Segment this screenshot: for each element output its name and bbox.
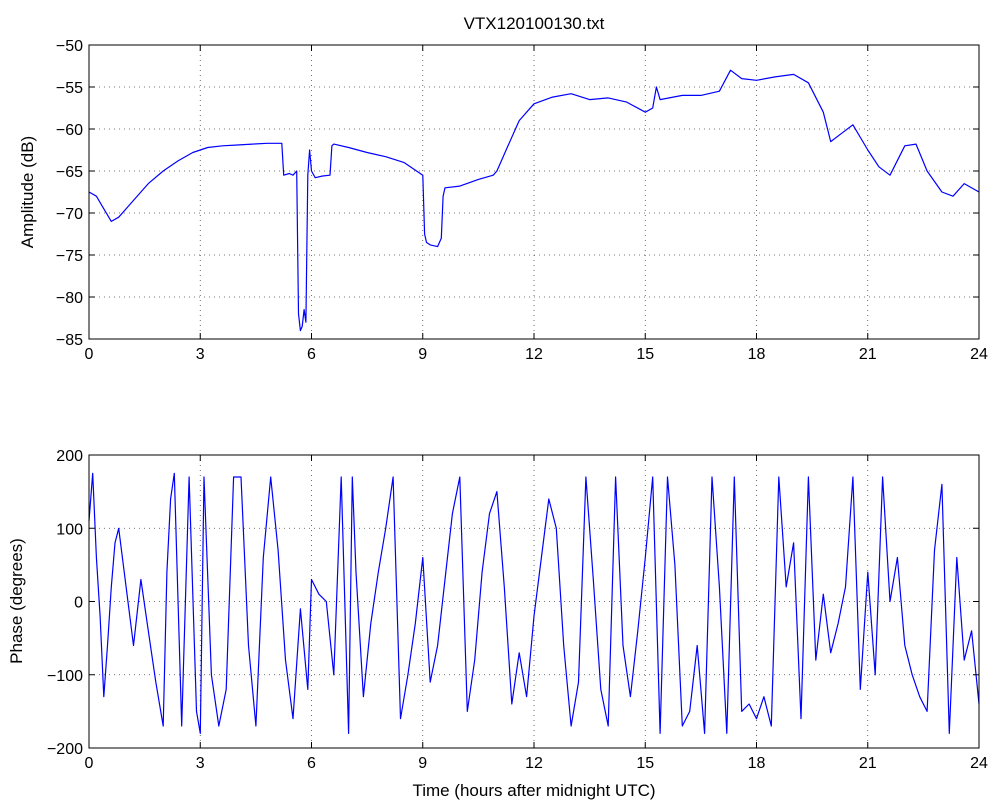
amplitude-x-tick-label: 3 xyxy=(196,346,205,363)
amplitude-x-tick-label: 0 xyxy=(85,346,94,363)
phase-x-tick-label: 3 xyxy=(196,755,205,772)
phase-y-tick-label: 100 xyxy=(56,521,83,538)
phase-y-axis-label: Phase (degrees) xyxy=(7,538,26,664)
phase-y-tick-label: −200 xyxy=(47,741,83,758)
amplitude-x-tick-label: 15 xyxy=(636,346,654,363)
phase-panel: 0 3 6 9 12 15 18 21 24 −200 −100 0 100 200 xyxy=(47,448,988,772)
amplitude-y-tick-label: −75 xyxy=(56,248,83,265)
amplitude-y-tick-label: −70 xyxy=(56,206,83,223)
phase-x-tick-label: 0 xyxy=(85,755,94,772)
amplitude-x-tick-label: 21 xyxy=(859,346,877,363)
phase-x-tick-label: 9 xyxy=(418,755,427,772)
phase-y-tick-label: −100 xyxy=(47,668,83,685)
amplitude-y-tick-label: −85 xyxy=(56,332,83,349)
amplitude-x-tick-label: 18 xyxy=(748,346,766,363)
phase-x-tick-label: 18 xyxy=(748,755,766,772)
phase-x-tick-label: 15 xyxy=(636,755,654,772)
amplitude-y-tick-label: −80 xyxy=(56,290,83,307)
phase-x-axis-label: Time (hours after midnight UTC) xyxy=(412,781,655,800)
phase-y-tick-label: 200 xyxy=(56,448,83,465)
amplitude-y-axis-label: Amplitude (dB) xyxy=(18,136,37,248)
phase-x-tick-label: 24 xyxy=(970,755,988,772)
chart-title: VTX120100130.txt xyxy=(464,14,605,33)
phase-x-tick-label: 21 xyxy=(859,755,877,772)
phase-series-line xyxy=(88,472,980,735)
amplitude-series-line xyxy=(88,69,980,332)
phase-x-tick-label: 6 xyxy=(307,755,316,772)
phase-x-tick-label: 12 xyxy=(525,755,543,772)
amplitude-panel: 0 3 6 9 12 15 18 21 24 −85 −80 −75 −70 −65 −60 −55 −50 xyxy=(56,38,988,363)
amplitude-y-tick-label: −50 xyxy=(56,38,83,55)
amplitude-x-tick-label: 9 xyxy=(418,346,427,363)
amplitude-x-tick-label: 6 xyxy=(307,346,316,363)
phase-y-tick-label: 0 xyxy=(74,595,83,612)
amplitude-y-tick-label: −60 xyxy=(56,122,83,139)
amplitude-y-tick-label: −55 xyxy=(56,80,83,97)
amplitude-y-tick-label: −65 xyxy=(56,164,83,181)
amplitude-x-tick-label: 24 xyxy=(970,346,988,363)
amplitude-x-tick-label: 12 xyxy=(525,346,543,363)
amplitude-plot-area xyxy=(89,45,979,339)
